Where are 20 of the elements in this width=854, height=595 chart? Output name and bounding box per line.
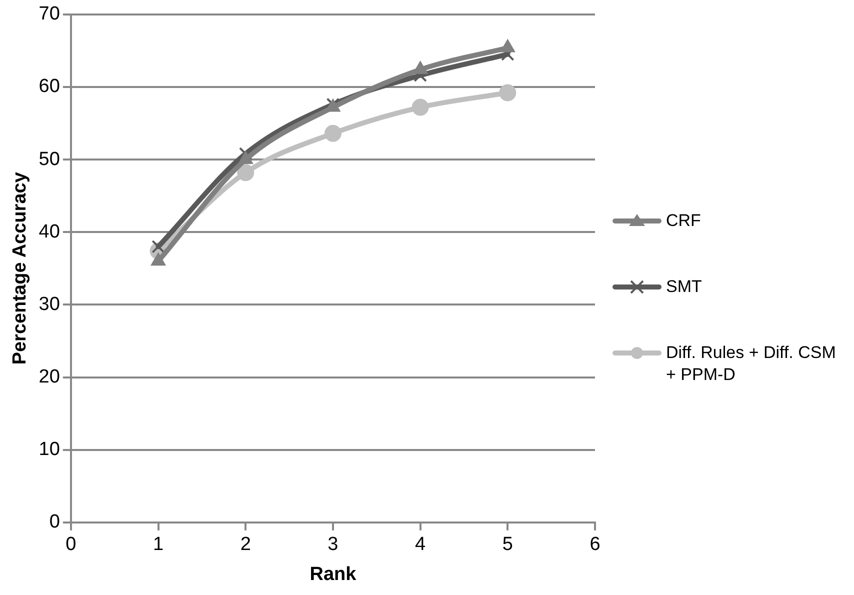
y-tick-label: 20 <box>38 366 60 388</box>
legend-label: CRF <box>666 210 701 232</box>
y-tick-label: 0 <box>49 512 60 533</box>
x-tick-label: 1 <box>152 534 164 556</box>
x-axis-title: Rank <box>310 564 357 585</box>
x-tick-label: 3 <box>328 534 338 556</box>
x-tick-label: 2 <box>240 534 251 556</box>
y-tick-label: 70 <box>38 4 60 25</box>
legend-label: Diff. Rules + Diff. CSM + PPM-D <box>666 342 837 386</box>
y-tick-label: 10 <box>38 439 60 460</box>
y-axis-title: Percentage Accuracy <box>10 172 31 365</box>
y-tick-label: 30 <box>38 294 60 315</box>
y-tick-label: 40 <box>38 221 60 242</box>
x-tick-label: 6 <box>590 534 600 556</box>
y-tick-label: 60 <box>38 76 60 98</box>
y-tick-label: 50 <box>38 148 60 170</box>
legend-label: SMT <box>666 276 702 298</box>
x-tick-label: 0 <box>66 534 76 556</box>
x-tick-label: 4 <box>415 534 426 556</box>
x-tick-label: 5 <box>502 534 513 556</box>
